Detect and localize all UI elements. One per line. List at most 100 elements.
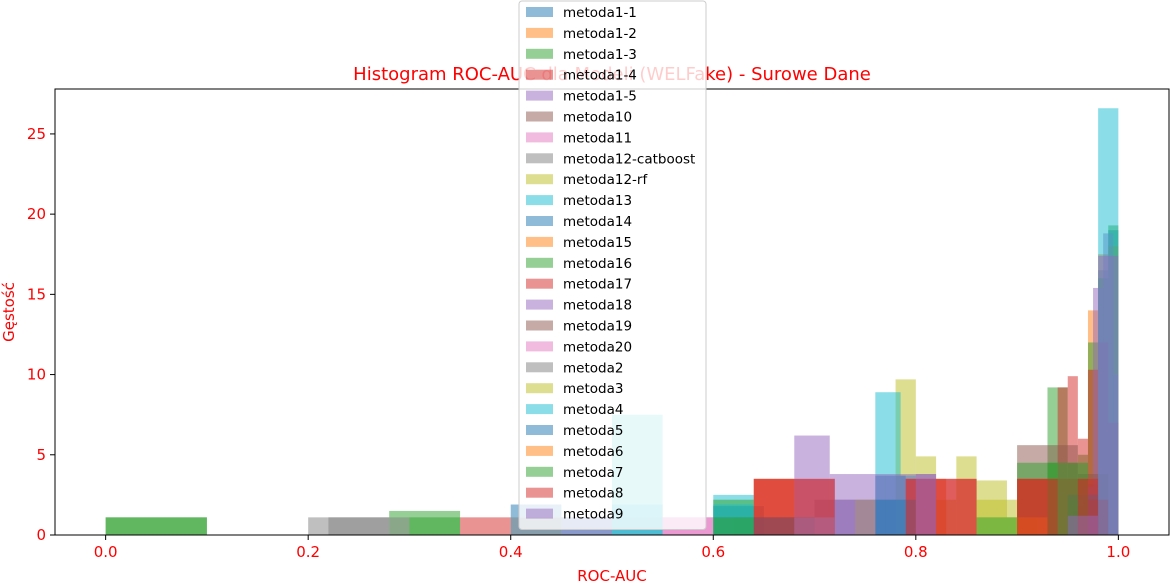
legend-label: metoda2 — [563, 360, 623, 376]
legend: metoda1-1 metoda1-2 metoda1-3 metoda1-4 meto… — [518, 0, 707, 530]
series-metoda9 — [794, 255, 1119, 535]
legend-item: metoda19 — [526, 319, 632, 335]
legend-swatch — [526, 132, 553, 143]
legend-swatch — [526, 48, 553, 59]
legend-swatch — [526, 111, 553, 122]
legend-label: metoda6 — [563, 444, 623, 460]
x-tick-label: 0.8 — [904, 543, 928, 561]
bar-metoda7-1 — [409, 517, 461, 535]
legend-box — [518, 0, 707, 530]
legend-item: metoda1-5 — [526, 89, 637, 105]
legend-swatch — [526, 278, 553, 289]
bar-metoda7-3 — [976, 517, 1018, 535]
bar-metoda9-2 — [915, 474, 937, 535]
y-axis-label: Gęstość — [0, 282, 18, 342]
y-tick-label: 15 — [27, 285, 46, 303]
bar-metoda8-3 — [1017, 478, 1058, 535]
legend-swatch — [526, 69, 553, 80]
legend-item: metoda2 — [526, 360, 623, 376]
legend-item: metoda20 — [526, 339, 632, 355]
legend-swatch — [526, 425, 553, 435]
legend-label: metoda10 — [563, 110, 632, 126]
legend-swatch — [526, 236, 553, 247]
y-tick-label: 25 — [27, 125, 46, 143]
x-tick-label: 0.2 — [296, 543, 320, 561]
legend-swatch — [526, 466, 553, 477]
legend-swatch — [526, 404, 553, 415]
y-axis-ticks: 0 5 10 15 20 25 — [27, 125, 55, 544]
bar-metoda9-3 — [1067, 515, 1099, 535]
legend-label: metoda12-catboost — [563, 151, 695, 167]
legend-item: metoda12-catboost — [526, 151, 695, 167]
legend-label: metoda3 — [563, 381, 623, 397]
x-tick-label: 1.0 — [1106, 543, 1130, 561]
legend-swatch — [526, 362, 553, 373]
bar-metoda7-0 — [105, 517, 207, 535]
legend-label: metoda8 — [563, 486, 623, 502]
x-axis-ticks: 0.0 0.2 0.4 0.6 0.8 1.0 — [94, 535, 1130, 561]
legend-item: metoda13 — [526, 193, 632, 209]
legend-label: metoda1-2 — [563, 26, 637, 42]
legend-item: metoda17 — [526, 277, 632, 293]
legend-swatch — [526, 383, 553, 394]
y-tick-label: 10 — [27, 366, 46, 384]
legend-swatch — [526, 90, 553, 101]
legend-label: metoda1-1 — [563, 5, 637, 21]
legend-swatch — [526, 7, 553, 17]
legend-label: metoda13 — [563, 193, 632, 209]
legend-swatch — [526, 153, 553, 164]
legend-swatch — [526, 508, 553, 519]
legend-swatch — [526, 195, 553, 206]
legend-swatch — [526, 174, 553, 185]
x-tick-label: 0.4 — [499, 543, 523, 561]
legend-label: metoda18 — [563, 298, 632, 314]
legend-label: metoda7 — [563, 465, 623, 481]
legend-item: metoda6 — [526, 444, 623, 460]
legend-item: metoda8 — [526, 486, 623, 502]
legend-item: metoda4 — [526, 402, 623, 418]
legend-item: metoda1-3 — [526, 47, 637, 63]
legend-label: metoda11 — [563, 130, 632, 146]
y-tick-label: 5 — [36, 446, 46, 464]
bar-metoda9-4 — [1098, 255, 1119, 535]
legend-label: metoda9 — [563, 507, 623, 523]
legend-label: metoda17 — [563, 277, 632, 293]
x-tick-label: 0.6 — [701, 543, 725, 561]
bar-metoda7-2 — [713, 517, 754, 535]
bar-metoda9-1 — [834, 499, 876, 535]
legend-label: metoda19 — [563, 319, 632, 335]
x-axis-label: ROC-AUC — [577, 567, 647, 585]
legend-swatch — [526, 216, 553, 226]
legend-swatch — [526, 445, 553, 456]
legend-item: metoda3 — [526, 381, 623, 397]
legend-label: metoda14 — [563, 214, 632, 230]
legend-swatch — [526, 487, 553, 498]
y-tick-label: 20 — [27, 205, 46, 223]
legend-swatch — [526, 320, 553, 331]
legend-item: metoda1-2 — [526, 26, 637, 42]
bar-metoda9-0 — [794, 517, 835, 535]
legend-item: metoda16 — [526, 256, 632, 272]
legend-label: metoda16 — [563, 256, 632, 272]
legend-label: metoda20 — [563, 339, 632, 355]
legend-label: metoda5 — [563, 423, 623, 439]
legend-item: metoda10 — [526, 110, 632, 126]
legend-item: metoda12-rf — [526, 172, 648, 188]
legend-item: metoda1-1 — [526, 5, 637, 21]
legend-item: metoda9 — [526, 507, 623, 523]
bar-metoda2-0 — [328, 517, 410, 535]
legend-swatch — [526, 341, 553, 352]
bar-metoda8-0 — [460, 517, 511, 535]
legend-swatch — [526, 257, 553, 268]
legend-item: metoda18 — [526, 298, 632, 314]
legend-label: metoda12-rf — [563, 172, 648, 188]
legend-label: metoda1-5 — [563, 89, 637, 105]
legend-item: metoda14 — [526, 214, 632, 230]
legend-item: metoda11 — [526, 130, 632, 146]
legend-item: metoda1-4 — [526, 68, 637, 84]
legend-item: metoda15 — [526, 235, 632, 251]
legend-item: metoda7 — [526, 465, 623, 481]
legend-swatch — [526, 27, 553, 38]
